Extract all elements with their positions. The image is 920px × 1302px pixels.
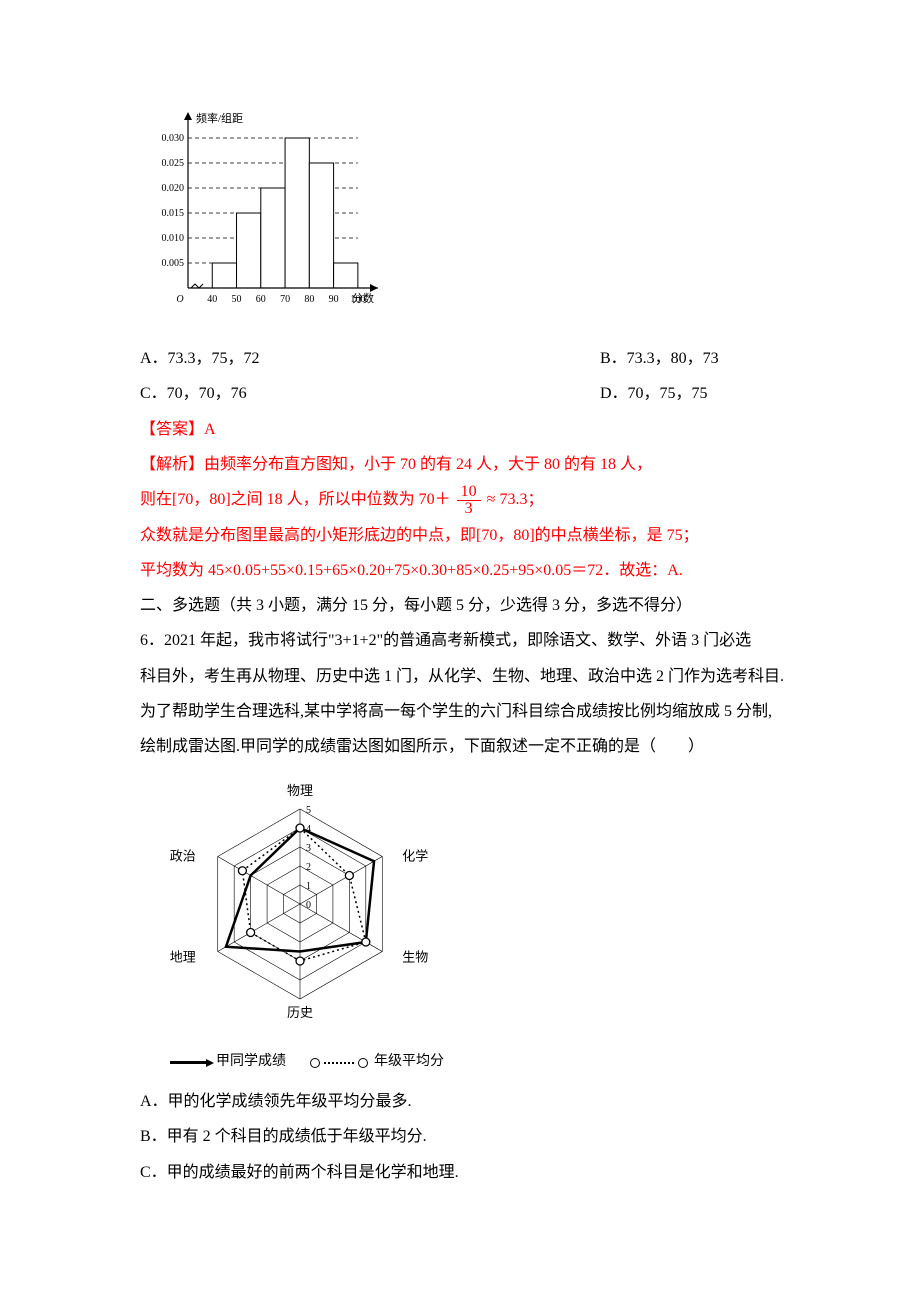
exp-line2-suffix: ≈ 73.3； [487,491,544,508]
q6-stem-l4: 绘制成雷达图.甲同学的成绩雷达图如图所示，下面叙述一定不正确的是（ ） [140,729,920,764]
svg-text:5: 5 [306,805,311,816]
svg-text:90: 90 [329,294,339,305]
svg-text:80: 80 [304,294,314,305]
svg-text:分数: 分数 [352,292,374,305]
svg-text:0.025: 0.025 [162,158,185,169]
explanation-line3: 众数就是分布图里最高的小矩形底边的中点，即[70，80]的中点横坐标，是 75； [140,518,920,553]
fraction-den: 3 [461,500,477,517]
legend-solid-label: 甲同学成绩 [216,1047,286,1078]
svg-text:物理: 物理 [287,783,313,798]
option-b: B．73.3，80，73 [600,341,920,376]
radar-legend: 甲同学成绩 年级平均分 [170,1047,920,1078]
svg-text:0.030: 0.030 [162,133,185,144]
svg-text:地理: 地理 [170,950,196,965]
option-row-2: C．70，70，76 D．70，75，75 [140,376,920,411]
svg-text:60: 60 [256,294,266,305]
svg-text:50: 50 [232,294,242,305]
svg-text:0.015: 0.015 [162,208,185,219]
histogram-svg: 0.005 0.010 0.015 0.020 0.025 0.030 O 40 50 60 70 8… [140,110,380,320]
explanation-line2: 则在[70，80]之间 18 人，所以中位数为 70＋ 10 3 ≈ 73.3； [140,482,920,518]
svg-text:1: 1 [306,881,311,892]
svg-text:历史: 历史 [287,1005,313,1020]
exp-line2-prefix: 则在[70，80]之间 18 人，所以中位数为 70＋ [140,491,451,508]
q6-stem-l1: 6．2021 年起，我市将试行"3+1+2"的普通高考新模式，即除语文、数学、外… [140,623,920,658]
legend-solid-line-icon [170,1061,210,1064]
q6-stem-l2: 科目外，考生再从物理、历史中选 1 门，从化学、生物、地理、政治中选 2 门作为… [140,659,920,694]
radar-svg: 012345物理化学生物历史地理政治 [170,770,430,1030]
legend-dotted-label: 年级平均分 [374,1047,444,1078]
legend-dotted-line-icon [310,1058,368,1068]
option-row-1: A．73.3，75，72 B．73.3，80，73 [140,341,920,376]
svg-text:0.005: 0.005 [162,258,185,269]
svg-text:0.010: 0.010 [162,233,185,244]
histogram-figure: 0.005 0.010 0.015 0.020 0.025 0.030 O 40 50 60 70 8… [140,110,920,333]
fraction-num: 10 [457,483,481,501]
q6-option-c: C．甲的成绩最好的前两个科目是化学和地理. [140,1155,920,1190]
svg-text:政治: 政治 [170,849,196,864]
option-a: A．73.3，75，72 [140,341,600,376]
answer-label: 【答案】A [140,412,920,447]
section2-heading: 二、多选题（共 3 小题，满分 15 分，每小题 5 分，少选得 3 分，多选不… [140,588,920,623]
radar-figure: 012345物理化学生物历史地理政治 甲同学成绩 年级平均分 [170,770,920,1078]
explanation-line1: 【解析】由频率分布直方图知，小于 70 的有 24 人，大于 80 的有 18 … [140,447,920,482]
q6-option-b: B．甲有 2 个科目的成绩低于年级平均分. [140,1119,920,1154]
svg-text:化学: 化学 [402,849,428,864]
svg-text:O: O [176,294,183,305]
svg-text:频率/组距: 频率/组距 [196,111,243,125]
q6-option-a: A．甲的化学成绩领先年级平均分最多. [140,1084,920,1119]
svg-text:70: 70 [280,294,290,305]
legend-dotted-item: 年级平均分 [310,1047,444,1078]
option-c: C．70，70，76 [140,376,600,411]
q6-stem-l3: 为了帮助学生合理选科,某中学将高一每个学生的六门科目综合成绩按比例均缩放成 5 … [140,694,920,729]
option-d: D．70，75，75 [600,376,920,411]
legend-solid-item: 甲同学成绩 [170,1047,286,1078]
svg-text:2: 2 [306,862,311,873]
fraction-10-3: 10 3 [457,483,481,518]
explanation-line4: 平均数为 45×0.05+55×0.15+65×0.20+75×0.30+85×… [140,553,920,588]
svg-text:3: 3 [306,843,311,854]
svg-text:40: 40 [207,294,217,305]
svg-text:0: 0 [306,900,311,911]
svg-text:生物: 生物 [402,950,428,965]
svg-text:0.020: 0.020 [162,183,185,194]
